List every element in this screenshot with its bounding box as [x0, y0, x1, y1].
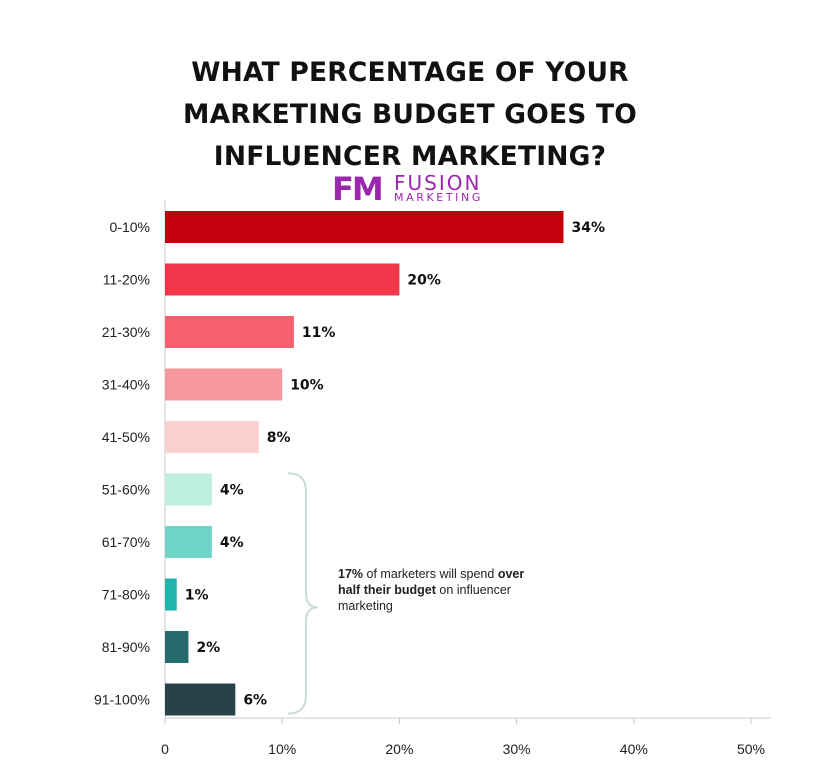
data-label: 4% [220, 535, 244, 551]
data-label: 6% [243, 693, 267, 709]
bar [165, 473, 212, 506]
bar [165, 421, 259, 453]
x-tick-label: 20% [385, 741, 413, 757]
annotation-percent: 17% [338, 567, 364, 581]
annotation-text-2: on influencer marketing [338, 583, 511, 613]
category-label: 71-80% [102, 587, 150, 603]
category-label: 41-50% [102, 429, 150, 445]
bar [165, 578, 177, 611]
data-label: 11% [302, 325, 336, 341]
data-label: 10% [290, 378, 324, 394]
title-line-1: WHAT PERCENTAGE OF YOUR [191, 57, 629, 88]
bar [165, 211, 564, 243]
category-label: 21-30% [102, 324, 150, 340]
x-tick-label: 10% [268, 741, 296, 757]
bar [165, 263, 400, 296]
bracket-line [287, 472, 319, 715]
category-label: 0-10% [110, 219, 150, 235]
data-label: 34% [571, 220, 605, 236]
annotation-text-1: of marketers will spend [363, 567, 498, 581]
data-label: 20% [407, 273, 441, 289]
data-label: 4% [220, 483, 244, 499]
logo-word-marketing: MARKETING [394, 191, 483, 204]
category-label: 81-90% [102, 639, 150, 655]
x-tick-label: 50% [737, 741, 765, 757]
bracket-annotation: 17% of marketers will spend over half th… [338, 566, 538, 614]
data-label: 8% [267, 430, 291, 446]
bar [165, 368, 283, 401]
logo-mark: FM [332, 170, 384, 208]
category-label: 31-40% [102, 377, 150, 393]
logo-word-fusion: FUSION [394, 171, 482, 195]
category-label: 11-20% [103, 272, 150, 288]
fusion-marketing-logo: FM FUSION MARKETING [332, 172, 502, 206]
title-line-3: INFLUENCER MARKETING? [213, 141, 607, 172]
x-tick-label: 40% [620, 741, 648, 757]
data-label: 1% [185, 588, 209, 604]
bar [165, 526, 212, 558]
category-label: 91-100% [94, 692, 150, 708]
category-label: 61-70% [102, 534, 150, 550]
x-tick-label: 0 [161, 741, 169, 757]
category-label: 51-60% [102, 482, 150, 498]
bar [165, 683, 236, 716]
bar [165, 631, 189, 663]
bar [165, 316, 294, 348]
x-tick-label: 30% [503, 741, 531, 757]
title-line-2: MARKETING BUDGET GOES TO [183, 99, 637, 130]
chart-title: WHAT PERCENTAGE OF YOUR MARKETING BUDGET… [110, 52, 710, 178]
data-label: 2% [196, 640, 220, 656]
annotation-emphasis: over half their budget [338, 567, 525, 597]
